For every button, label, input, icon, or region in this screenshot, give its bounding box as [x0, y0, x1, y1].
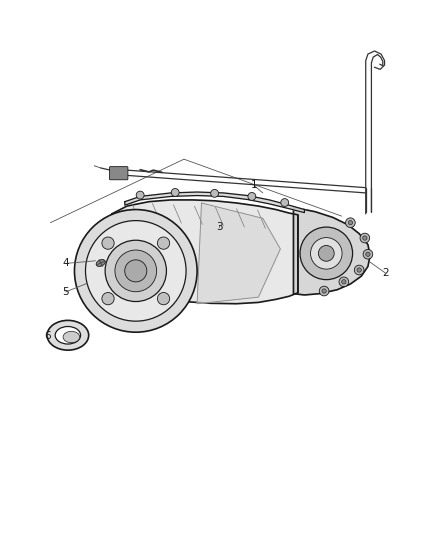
Circle shape	[366, 252, 370, 256]
Ellipse shape	[55, 327, 81, 344]
Circle shape	[311, 238, 342, 269]
Circle shape	[171, 189, 179, 197]
Circle shape	[357, 268, 361, 272]
Text: 6: 6	[44, 330, 51, 341]
Circle shape	[211, 189, 219, 197]
Circle shape	[105, 240, 166, 302]
Circle shape	[74, 209, 197, 332]
Circle shape	[363, 236, 367, 240]
Text: 3: 3	[215, 222, 223, 232]
Circle shape	[157, 237, 170, 249]
Circle shape	[363, 249, 373, 259]
Circle shape	[115, 250, 157, 292]
Polygon shape	[197, 203, 280, 304]
Polygon shape	[293, 207, 370, 295]
Circle shape	[248, 192, 256, 200]
Circle shape	[102, 237, 114, 249]
Circle shape	[360, 233, 370, 243]
Text: 2: 2	[382, 268, 389, 278]
Circle shape	[300, 227, 353, 280]
Ellipse shape	[96, 260, 105, 266]
Text: 1: 1	[251, 181, 258, 190]
FancyBboxPatch shape	[110, 167, 128, 180]
Circle shape	[354, 265, 364, 275]
Circle shape	[85, 221, 186, 321]
Circle shape	[136, 191, 144, 199]
Circle shape	[157, 293, 170, 305]
Ellipse shape	[47, 320, 88, 350]
Polygon shape	[112, 200, 298, 304]
Circle shape	[346, 218, 355, 228]
Text: 4: 4	[62, 259, 69, 269]
Circle shape	[348, 221, 353, 225]
Text: 5: 5	[62, 287, 69, 297]
Circle shape	[125, 260, 147, 282]
Circle shape	[342, 280, 346, 284]
Circle shape	[318, 246, 334, 261]
Polygon shape	[125, 192, 304, 213]
Circle shape	[339, 277, 349, 287]
Circle shape	[322, 289, 326, 293]
Circle shape	[319, 286, 329, 296]
Circle shape	[102, 293, 114, 305]
Ellipse shape	[63, 332, 80, 343]
Circle shape	[281, 199, 289, 206]
